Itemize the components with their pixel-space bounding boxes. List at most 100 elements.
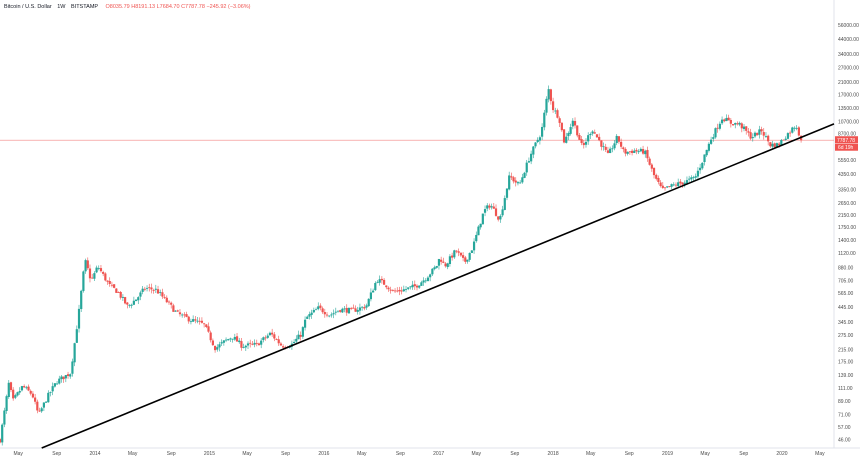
candle-body <box>14 395 17 398</box>
bar-countdown-label: 6d 19h <box>838 145 854 151</box>
candle-body <box>253 342 256 345</box>
candle-body <box>321 308 324 313</box>
candle-body <box>99 268 103 272</box>
candle-body <box>170 302 173 305</box>
candle-body <box>433 267 436 270</box>
support-trendline[interactable] <box>41 123 835 449</box>
candle-body <box>692 177 695 179</box>
candle-body <box>336 310 340 312</box>
candle-body <box>55 383 59 385</box>
candle-body <box>688 178 691 180</box>
y-tick-label: 21000.00 <box>838 80 859 86</box>
candle-body <box>235 336 239 342</box>
candle-body <box>407 287 410 289</box>
candle-body <box>551 101 555 111</box>
candle-body <box>497 216 500 220</box>
candle-body <box>595 134 599 138</box>
candle-body <box>424 280 427 282</box>
candle-body <box>479 223 482 228</box>
candle-body <box>404 289 408 290</box>
candle-body <box>7 382 10 397</box>
candle-body <box>167 301 171 303</box>
x-tick-label: May <box>472 451 482 457</box>
candle-body <box>725 117 728 122</box>
candle-body <box>354 308 357 312</box>
candle-body <box>663 187 667 189</box>
candle-body <box>637 151 640 153</box>
candle-body <box>569 127 572 134</box>
candle-body <box>82 271 85 291</box>
candle-body <box>703 154 706 163</box>
candle-body <box>727 117 730 121</box>
candle-body <box>47 392 50 403</box>
y-tick-label: 705.00 <box>838 278 854 284</box>
candle-body <box>352 307 355 309</box>
y-tick-label: 3350.00 <box>838 187 856 193</box>
candle-body <box>69 374 72 377</box>
candle-body <box>780 140 783 145</box>
candle-body <box>541 126 544 137</box>
candle-body <box>486 205 489 209</box>
candle-body <box>723 119 726 122</box>
candle-body <box>446 263 449 268</box>
candle-body <box>185 314 188 317</box>
candle-body <box>211 340 214 346</box>
candle-body <box>488 205 491 208</box>
y-tick-label: 5550.00 <box>838 158 856 164</box>
y-tick-label: 445.00 <box>838 305 854 311</box>
time-axis[interactable]: May Sep 2014 May Sep 2015 May Sep 2016 May Sep 2017… <box>13 451 825 457</box>
candle-body <box>534 142 537 147</box>
candle-body <box>740 123 743 129</box>
candle-body <box>736 123 739 125</box>
candle-body <box>499 215 502 220</box>
candle-body <box>593 132 596 134</box>
candle-body <box>562 129 566 143</box>
candle-body <box>192 319 195 322</box>
x-tick-label: May <box>700 451 710 457</box>
candle-body <box>396 290 399 292</box>
candle-body <box>249 342 252 344</box>
candle-body <box>598 136 601 141</box>
candle-body <box>332 313 335 315</box>
candle-body <box>606 150 610 153</box>
y-tick-label: 89.00 <box>838 399 851 405</box>
price-axis[interactable]: 56000.00 44000.00 34000.00 27000.00 21000.00… <box>838 23 859 444</box>
candle-body <box>266 335 269 338</box>
candle-body <box>400 290 403 292</box>
candle-body <box>508 175 511 190</box>
candle-body <box>453 250 456 258</box>
candle-body <box>350 308 353 309</box>
candle-body <box>66 374 70 377</box>
candle-body <box>163 296 166 298</box>
candle-body <box>382 279 386 285</box>
candle-body <box>227 339 230 341</box>
candle-body <box>418 285 421 288</box>
candle-body <box>347 307 351 314</box>
candle-body <box>95 267 98 273</box>
candle-body <box>742 126 746 130</box>
y-tick-label: 10700.00 <box>838 119 859 125</box>
y-tick-label: 275.00 <box>838 333 854 339</box>
candle-body <box>657 177 660 182</box>
candle-body <box>422 280 425 283</box>
candle-body <box>389 289 392 291</box>
y-tick-label: 2650.00 <box>838 201 856 207</box>
candle-body <box>398 289 401 292</box>
candle-body <box>34 397 37 402</box>
candle-body <box>25 387 28 389</box>
x-tick-label: 2018 <box>548 451 559 457</box>
candle-body <box>745 126 748 131</box>
candle-body <box>795 127 798 129</box>
candle-body <box>205 324 208 328</box>
candle-body <box>240 341 243 348</box>
candle-body <box>224 339 228 341</box>
candle-body <box>339 310 342 312</box>
candle-body <box>674 184 678 186</box>
y-tick-label: 71.00 <box>838 412 851 418</box>
candle-body <box>268 332 272 336</box>
candle-body <box>429 274 432 278</box>
candle-body <box>503 198 506 210</box>
candle-body <box>391 289 394 291</box>
candle-body <box>679 181 682 184</box>
